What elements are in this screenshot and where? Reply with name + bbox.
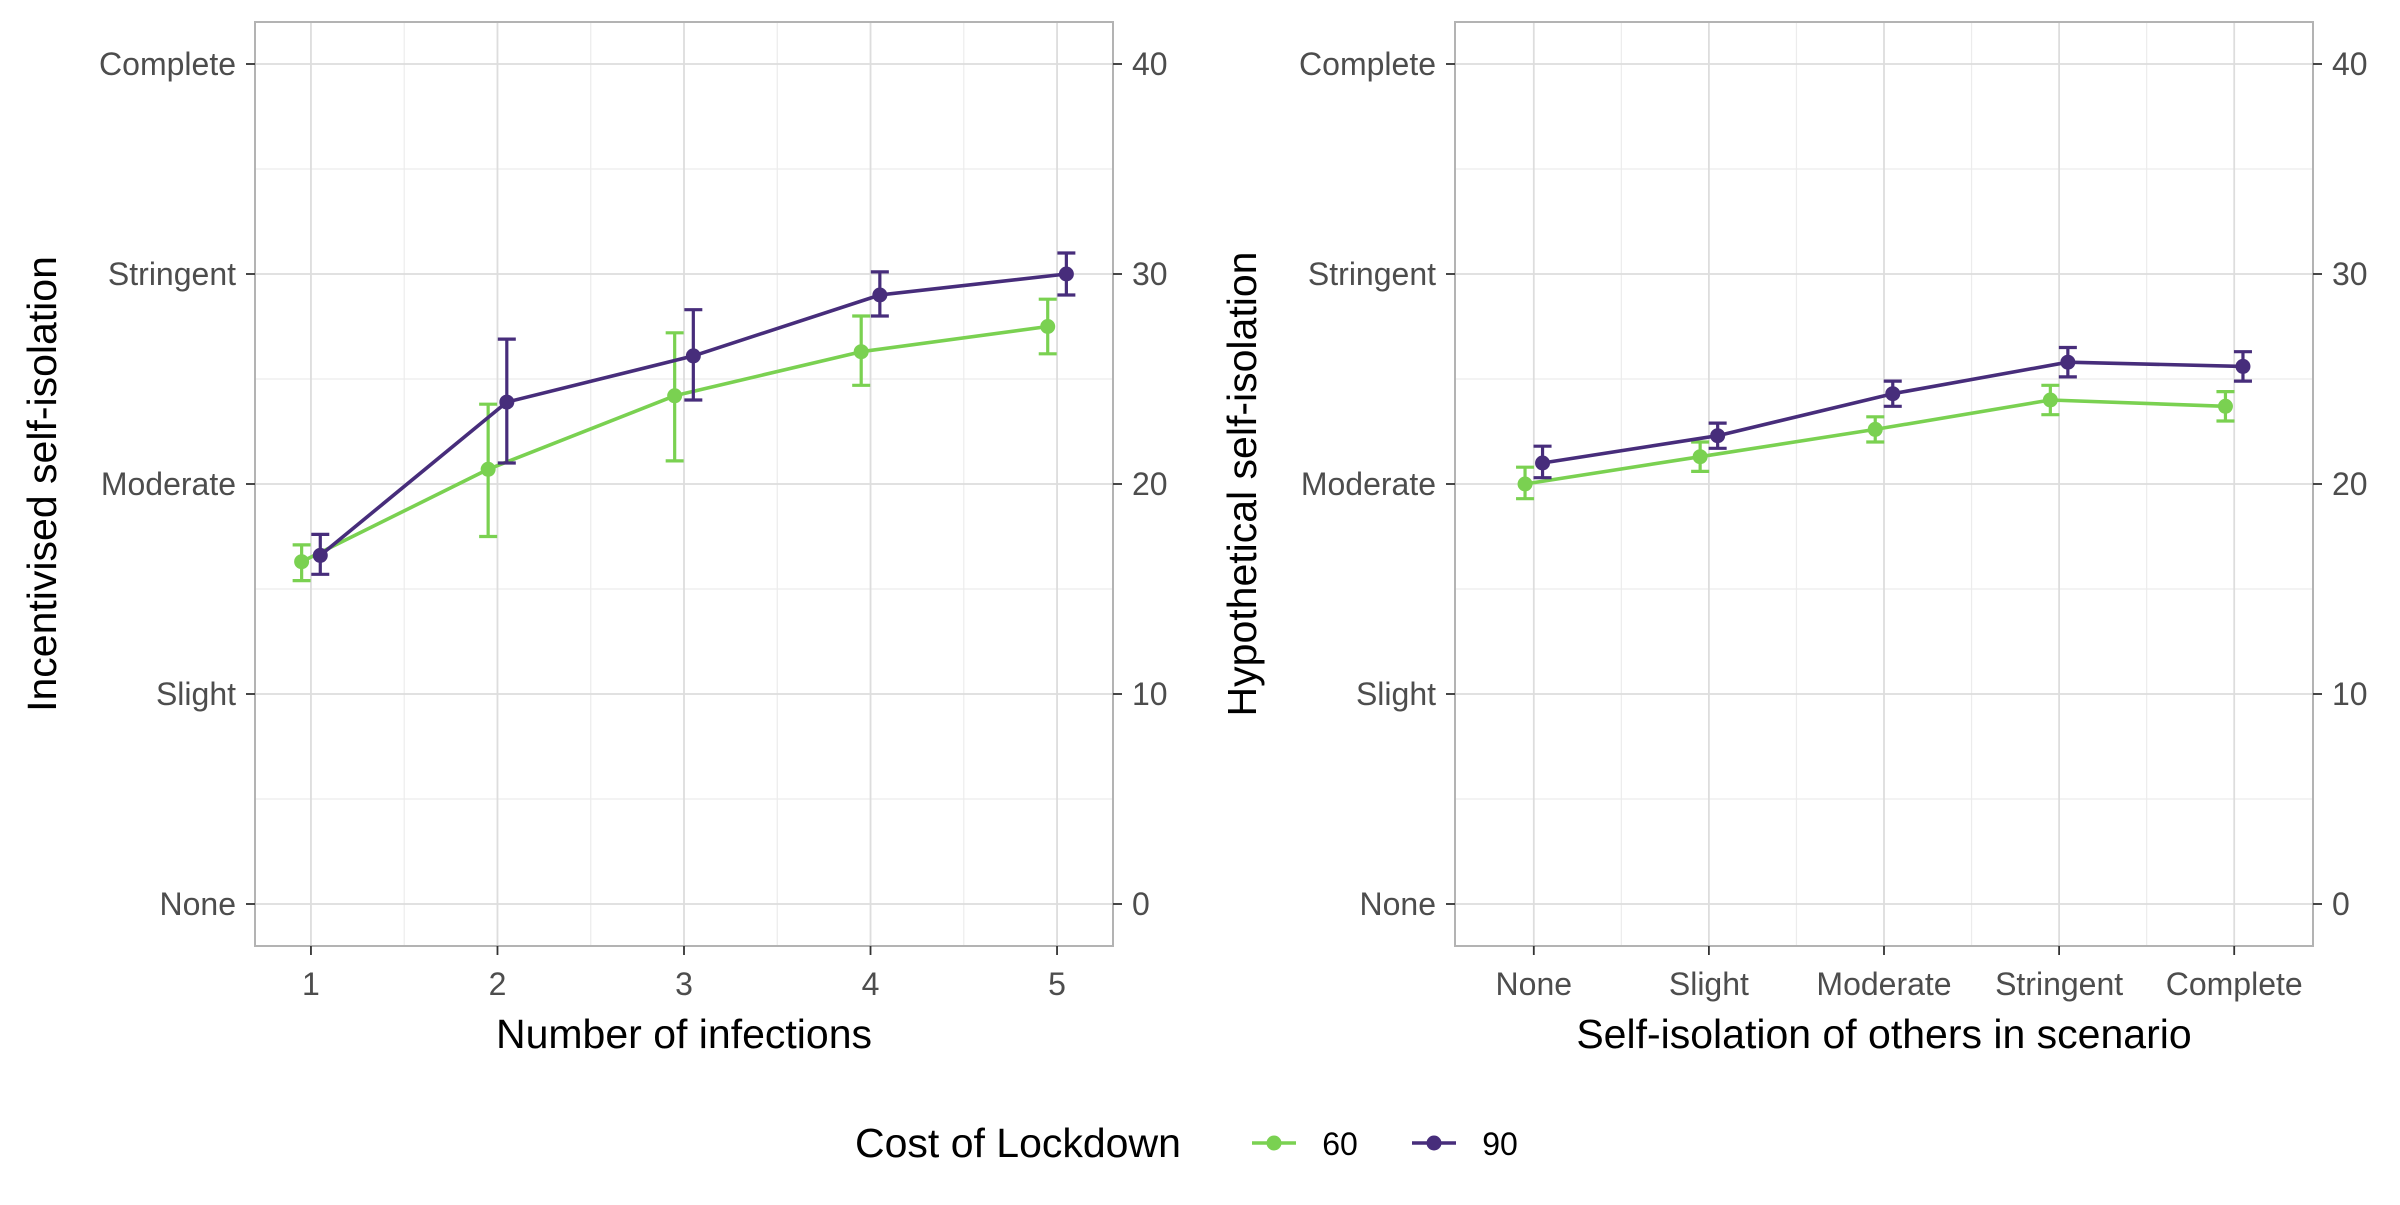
data-point [1535,455,1551,471]
series-90 [311,251,1076,576]
chart-panel-1: None Slight Moderate Stringent Complete 0 10 20… [19,21,1168,1057]
data-point [2042,392,2058,408]
y-tick-label-left: Complete [99,46,236,82]
x-tick-label: 3 [675,966,693,1002]
series-line [1542,360,2244,465]
x-axis-title: Self-isolation of others in scenario [1576,1011,2191,1057]
data-point [312,547,328,563]
y-tick-label-right: 0 [1132,886,1150,922]
y-tick-label-right: 30 [1132,256,1168,292]
y-tick-label-left: Complete [1299,46,1436,82]
x-tick-label: Moderate [1816,966,1951,1002]
x-tick-label: Stringent [1995,966,2123,1002]
data-point [1885,386,1901,402]
x-tick-label: Slight [1669,966,1749,1002]
data-point [2235,358,2251,374]
legend-item-60: 60 [1252,1126,1358,1162]
y-tick-label-left: None [160,886,237,922]
x-tick-label: 5 [1048,966,1066,1002]
y-tick-label-right: 30 [2332,256,2368,292]
y-tick-label-left: Moderate [1301,466,1436,502]
x-tick-label: 1 [302,966,320,1002]
x-tick-label: 2 [489,966,507,1002]
chart-panel-2: None Slight Moderate Stringent Complete 0 10 20… [1219,21,2368,1057]
data-point [1517,476,1533,492]
y-tick-label-left: Stringent [1308,256,1436,292]
data-point [1867,421,1883,437]
data-point [685,348,701,364]
y-tick-label-right: 40 [1132,46,1168,82]
legend-label: 90 [1482,1126,1518,1162]
y-tick-label-right: 40 [2332,46,2368,82]
data-point [2217,398,2233,414]
data-point [667,388,683,404]
y-tick-label-right: 20 [2332,466,2368,502]
data-point [872,287,888,303]
data-point [1058,266,1074,282]
legend-title: Cost of Lockdown [855,1120,1181,1166]
legend-item-90: 90 [1412,1126,1518,1162]
data-point [1692,449,1708,465]
y-tick-label-left: None [1360,886,1437,922]
data-point [853,344,869,360]
y-tick-label-left: Slight [156,676,236,712]
data-point [499,394,515,410]
data-point [1710,428,1726,444]
x-tick-label: 4 [862,966,880,1002]
y-tick-label-right: 10 [2332,676,2368,712]
data-point [480,461,496,477]
y-tick-label-left: Slight [1356,676,1436,712]
y-tick-label-right: 0 [2332,886,2350,922]
legend-key-marker [1426,1135,1442,1151]
legend-label: 60 [1322,1126,1358,1162]
data-point [294,554,310,570]
y-tick-label-left: Moderate [101,466,236,502]
y-axis-title: Incentivised self-isolation [19,256,65,712]
data-point [1040,319,1056,334]
y-axis-title: Hypothetical self-isolation [1219,252,1265,717]
y-tick-label-left: Stringent [108,256,236,292]
legend: Cost of Lockdown 60 90 [855,1120,1518,1166]
x-axis-title: Number of infections [496,1011,872,1057]
legend-key-marker [1266,1135,1282,1151]
series-60 [292,297,1057,583]
x-tick-label: Complete [2166,966,2303,1002]
y-tick-label-right: 10 [1132,676,1168,712]
x-tick-label: None [1496,966,1573,1002]
data-point [2060,354,2076,370]
y-tick-label-right: 20 [1132,466,1168,502]
series-90 [1533,345,2252,480]
series-60 [1516,383,2235,501]
